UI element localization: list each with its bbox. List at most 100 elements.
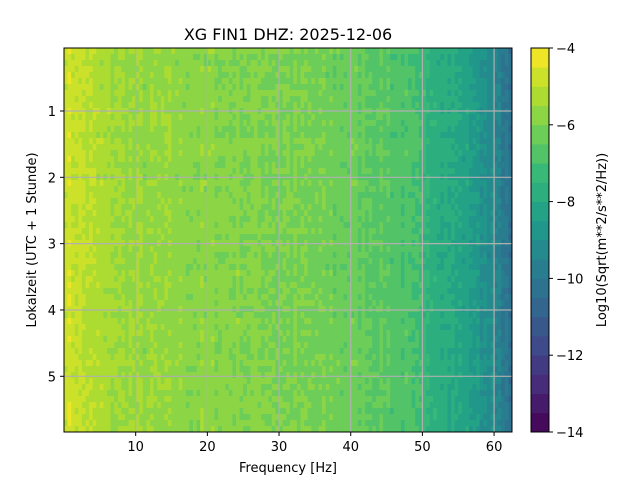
heatmap-cell — [232, 216, 237, 223]
heatmap-cell — [400, 102, 405, 109]
heatmap-cell — [494, 282, 499, 289]
heatmap-cell — [372, 78, 377, 85]
heatmap-cell — [508, 264, 513, 271]
heatmap-cell — [415, 84, 420, 91]
heatmap-cell — [429, 204, 434, 211]
heatmap-cell — [494, 198, 499, 205]
heatmap-cell — [293, 252, 298, 259]
heatmap-cell — [196, 66, 201, 73]
heatmap-cell — [400, 282, 405, 289]
heatmap-cell — [232, 84, 237, 91]
heatmap-cell — [67, 138, 72, 145]
heatmap-cell — [332, 216, 337, 223]
heatmap-cell — [117, 126, 122, 133]
heatmap-cell — [486, 216, 491, 223]
heatmap-cell — [504, 156, 509, 163]
heatmap-cell — [336, 90, 341, 97]
heatmap-cell — [322, 264, 327, 271]
heatmap-cell — [253, 198, 258, 205]
heatmap-cell — [443, 168, 448, 175]
heatmap-cell — [293, 264, 298, 271]
heatmap-cell — [243, 246, 248, 253]
heatmap-cell — [425, 72, 430, 79]
heatmap-cell — [132, 222, 137, 229]
heatmap-cell — [196, 246, 201, 253]
heatmap-cell — [67, 264, 72, 271]
heatmap-cell — [275, 66, 280, 73]
heatmap-cell — [483, 150, 488, 157]
heatmap-cell — [207, 222, 212, 229]
heatmap-cell — [494, 96, 499, 103]
heatmap-cell — [368, 120, 373, 127]
heatmap-cell — [128, 102, 133, 109]
heatmap-cell — [501, 138, 506, 145]
heatmap-cell — [332, 192, 337, 199]
heatmap-cell — [171, 162, 176, 169]
heatmap-cell — [221, 258, 226, 265]
heatmap-cell — [354, 246, 359, 253]
heatmap-cell — [436, 252, 441, 259]
heatmap-cell — [121, 192, 126, 199]
heatmap-cell — [207, 204, 212, 211]
heatmap-cell — [365, 228, 370, 235]
heatmap-cell — [271, 54, 276, 61]
heatmap-cell — [382, 132, 387, 139]
heatmap-cell — [225, 120, 230, 127]
heatmap-cell — [196, 234, 201, 241]
heatmap-cell — [296, 144, 301, 151]
heatmap-cell — [196, 102, 201, 109]
heatmap-cell — [443, 186, 448, 193]
heatmap-cell — [418, 72, 423, 79]
heatmap-cell — [293, 48, 298, 55]
heatmap-cell — [114, 120, 119, 127]
heatmap-cell — [74, 210, 79, 217]
heatmap-cell — [486, 156, 491, 163]
heatmap-cell — [357, 90, 362, 97]
heatmap-cell — [257, 246, 262, 253]
heatmap-cell — [128, 264, 133, 271]
heatmap-cell — [99, 252, 104, 259]
heatmap-cell — [232, 156, 237, 163]
heatmap-cell — [246, 180, 251, 187]
heatmap-cell — [167, 144, 172, 151]
heatmap-cell — [218, 204, 223, 211]
heatmap-cell — [218, 96, 223, 103]
heatmap-cell — [110, 138, 115, 145]
heatmap-cell — [347, 60, 352, 67]
heatmap-cell — [422, 276, 427, 283]
heatmap-cell — [408, 186, 413, 193]
heatmap-cell — [372, 156, 377, 163]
heatmap-cell — [465, 54, 470, 61]
heatmap-cell — [479, 210, 484, 217]
heatmap-cell — [210, 192, 215, 199]
heatmap-cell — [422, 138, 427, 145]
heatmap-cell — [117, 114, 122, 121]
heatmap-cell — [372, 84, 377, 91]
heatmap-cell — [357, 222, 362, 229]
heatmap-cell — [357, 48, 362, 55]
heatmap-cell — [494, 66, 499, 73]
heatmap-cell — [472, 66, 477, 73]
heatmap-cell — [311, 102, 316, 109]
heatmap-cell — [203, 144, 208, 151]
heatmap-cell — [411, 186, 416, 193]
heatmap-cell — [372, 144, 377, 151]
heatmap-cell — [175, 102, 180, 109]
heatmap-cell — [221, 252, 226, 259]
heatmap-cell — [253, 120, 258, 127]
heatmap-cell — [178, 186, 183, 193]
heatmap-cell — [121, 126, 126, 133]
heatmap-cell — [81, 246, 86, 253]
heatmap-cell — [203, 114, 208, 121]
heatmap-cell — [207, 66, 212, 73]
heatmap-cell — [425, 144, 430, 151]
heatmap-cell — [429, 252, 434, 259]
heatmap-cell — [465, 198, 470, 205]
heatmap-cell — [386, 270, 391, 277]
heatmap-cell — [311, 264, 316, 271]
heatmap-cell — [96, 234, 101, 241]
heatmap-cell — [264, 66, 269, 73]
heatmap-cell — [121, 264, 126, 271]
heatmap-cell — [228, 84, 233, 91]
heatmap-cell — [81, 228, 86, 235]
